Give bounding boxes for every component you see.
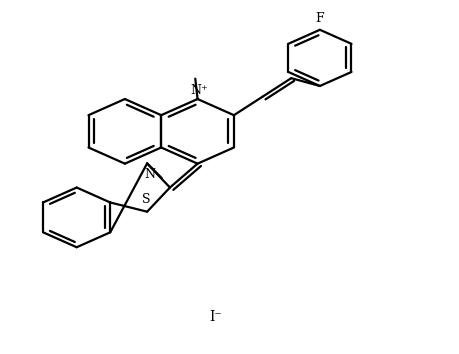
Text: S: S — [142, 193, 151, 206]
Text: F: F — [316, 12, 324, 25]
Text: N: N — [144, 168, 155, 181]
Text: N⁺: N⁺ — [190, 84, 208, 97]
Text: I⁻: I⁻ — [209, 310, 222, 325]
